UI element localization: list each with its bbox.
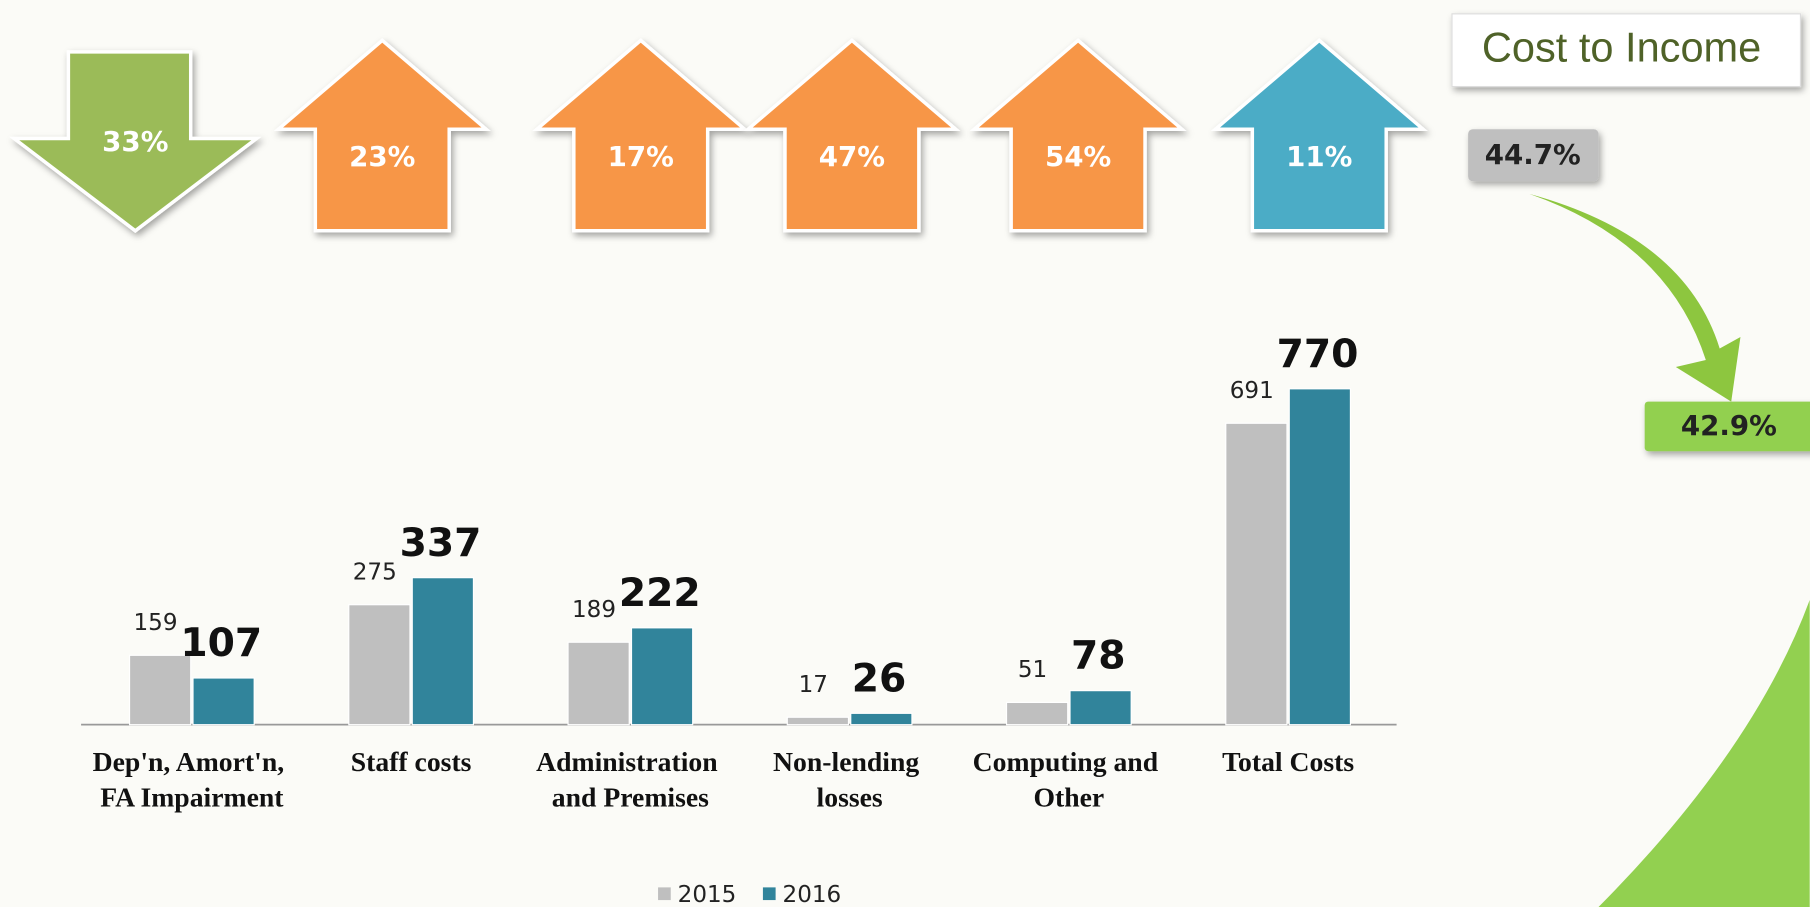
arrow <box>969 38 1187 233</box>
arrow-label: 54% <box>1045 140 1111 173</box>
legend-swatch <box>762 887 776 901</box>
value-label: 275 <box>353 559 397 585</box>
arrow-label: 17% <box>608 140 674 173</box>
x-tick-label: Dep'n, Amort'n, FA Impairment <box>93 746 291 813</box>
bar <box>128 654 192 726</box>
bar <box>786 716 850 726</box>
x-tick-label: Non-lending losses <box>773 746 926 813</box>
before-value: 44.7% <box>1485 138 1581 171</box>
value-label: 17 <box>799 672 828 698</box>
x-tick-label: Staff costs <box>351 746 472 777</box>
title-box <box>1451 13 1802 88</box>
value-label: 26 <box>852 656 907 701</box>
arrow <box>1210 38 1428 233</box>
bar <box>411 577 475 726</box>
bar <box>850 712 913 726</box>
legend-label: 2015 <box>678 882 737 907</box>
arrow <box>532 38 750 233</box>
legend-label: 2016 <box>783 882 842 907</box>
value-label: 691 <box>1230 378 1274 404</box>
bar <box>567 641 630 726</box>
value-label: 159 <box>133 610 177 636</box>
arrow <box>743 38 961 233</box>
cost-income-title: Cost to Income <box>1482 24 1761 71</box>
bar <box>348 604 411 726</box>
arrow-label: 47% <box>819 140 885 173</box>
value-label: 78 <box>1071 634 1126 679</box>
arrow-label: 23% <box>349 140 415 173</box>
value-label: 189 <box>572 597 616 623</box>
value-label: 107 <box>180 621 262 666</box>
value-label: 222 <box>619 571 701 616</box>
x-tick-label: Total Costs <box>1222 746 1354 777</box>
bar <box>1288 388 1351 726</box>
bar <box>1005 701 1069 726</box>
curve-arrow <box>1529 193 1741 402</box>
after-value: 42.9% <box>1681 409 1777 442</box>
before-box <box>1468 129 1599 182</box>
x-tick-label: Administration and Premises <box>536 746 724 813</box>
after-box <box>1644 401 1810 452</box>
decor-shape <box>1598 600 1810 907</box>
value-label: 337 <box>400 521 482 566</box>
legend-swatch <box>658 887 671 901</box>
x-tick-label: Computing and Other <box>973 746 1165 813</box>
arrow <box>9 50 262 233</box>
bar <box>1225 422 1288 726</box>
bar <box>630 627 694 726</box>
arrow-label: 11% <box>1286 140 1352 173</box>
arrow-label: 33% <box>102 125 168 158</box>
bar <box>1069 690 1132 726</box>
value-label: 770 <box>1277 332 1359 377</box>
bar <box>192 677 255 726</box>
value-label: 51 <box>1018 657 1047 683</box>
arrow <box>273 38 491 233</box>
